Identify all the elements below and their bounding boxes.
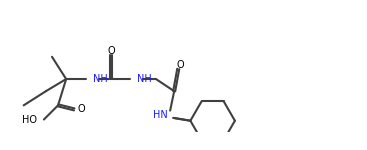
Text: O: O [177, 60, 184, 70]
Text: NH: NH [137, 74, 151, 84]
Text: HN: HN [153, 110, 168, 120]
Text: O: O [108, 46, 115, 56]
Text: HO: HO [22, 114, 37, 124]
Text: NH: NH [93, 74, 108, 84]
Text: O: O [77, 104, 85, 114]
